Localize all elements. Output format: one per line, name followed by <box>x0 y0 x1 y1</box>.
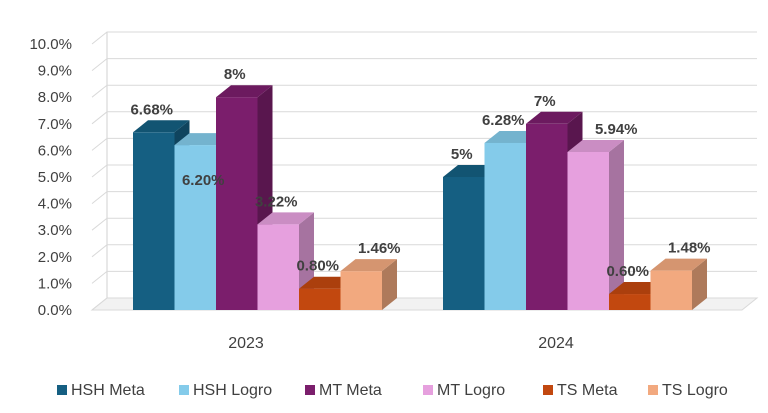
legend-item: TS Logro <box>648 382 728 399</box>
bar-ts-logro-2024 <box>650 258 707 310</box>
legend-label: HSH Meta <box>71 382 145 399</box>
data-label: 6.20% <box>182 172 225 189</box>
x-axis-categories: 2023 2024 <box>228 335 574 352</box>
gridline <box>91 31 757 45</box>
bar-mt-logro-2024 <box>567 139 624 310</box>
y-tick-label: 0.0% <box>38 302 72 319</box>
y-tick-label: 10.0% <box>29 36 72 53</box>
bar-top <box>216 85 273 98</box>
bar-top <box>133 120 190 133</box>
bar-mt-logro-2023 <box>257 212 314 310</box>
legend-label: HSH Logro <box>193 382 272 399</box>
gridline <box>91 84 757 98</box>
x-category-label: 2024 <box>538 335 574 352</box>
x-category-label: 2023 <box>228 335 264 352</box>
data-label: 5.94% <box>595 121 638 138</box>
y-tick-label: 5.0% <box>38 169 72 186</box>
bar-front <box>174 145 216 310</box>
bar-front <box>257 224 299 310</box>
bar-side <box>609 139 624 310</box>
bar-top <box>340 259 397 272</box>
legend-item: HSH Meta <box>57 382 145 399</box>
legend-item: MT Logro <box>423 382 505 399</box>
data-label: 0.60% <box>606 263 649 280</box>
bar-top <box>257 212 314 225</box>
bar-front <box>609 294 651 310</box>
legend-swatch <box>423 385 433 395</box>
bar-side <box>382 259 397 310</box>
legend: HSH Meta HSH Logro MT Meta MT Logro TS Meta T… <box>57 382 728 399</box>
y-tick-label: 4.0% <box>38 196 72 213</box>
bar-front <box>216 97 258 310</box>
legend-swatch <box>648 385 658 395</box>
legend-item: TS Meta <box>543 382 618 399</box>
bar-front <box>526 123 568 310</box>
data-label: 5% <box>451 146 473 163</box>
bar-top <box>526 111 583 124</box>
bar-front <box>650 270 692 310</box>
gridline <box>91 58 757 71</box>
data-labels: 6.68% 6.20% 8% 3.22% 0.80% 1.46% 5% 6.28% 7% 5.94… <box>130 66 710 280</box>
legend-item: HSH Logro <box>179 382 272 399</box>
bar-top <box>650 258 707 271</box>
data-label: 3.22% <box>255 193 298 210</box>
data-label: 6.68% <box>130 101 173 118</box>
legend-label: MT Logro <box>437 382 505 399</box>
data-label: 6.28% <box>482 112 525 129</box>
data-label: 1.48% <box>668 240 711 257</box>
legend-item: MT Meta <box>305 382 382 399</box>
bar-side <box>692 258 707 310</box>
legend-label: MT Meta <box>319 382 382 399</box>
legend-label: TS Logro <box>662 382 728 399</box>
data-label: 0.80% <box>296 258 339 275</box>
bar-front <box>133 132 175 310</box>
bar-front <box>340 271 382 310</box>
y-tick-label: 7.0% <box>38 116 72 133</box>
gridline <box>91 111 757 125</box>
bar-front <box>484 142 526 310</box>
y-tick-label: 6.0% <box>38 142 72 159</box>
y-tick-label: 3.0% <box>38 222 72 239</box>
legend-label: TS Meta <box>557 382 618 399</box>
bar-front <box>567 151 609 310</box>
bar-ts-logro-2023 <box>340 259 397 310</box>
legend-swatch <box>543 385 553 395</box>
data-label: 8% <box>224 66 246 83</box>
legend-swatch <box>305 385 315 395</box>
y-tick-label: 8.0% <box>38 89 72 106</box>
bar-front <box>443 177 485 310</box>
y-tick-label: 2.0% <box>38 249 72 266</box>
legend-swatch <box>57 385 67 395</box>
bar-front <box>299 288 341 310</box>
data-label: 7% <box>534 93 556 110</box>
data-label: 1.46% <box>358 240 401 257</box>
y-tick-label: 9.0% <box>38 63 72 80</box>
bar-top <box>567 139 624 152</box>
y-axis-ticks: 0.0% 1.0% 2.0% 3.0% 4.0% 5.0% 6.0% 7.0% 8.0% 9.0%… <box>29 36 72 319</box>
bars <box>133 85 707 310</box>
y-tick-label: 1.0% <box>38 275 72 292</box>
legend-swatch <box>179 385 189 395</box>
